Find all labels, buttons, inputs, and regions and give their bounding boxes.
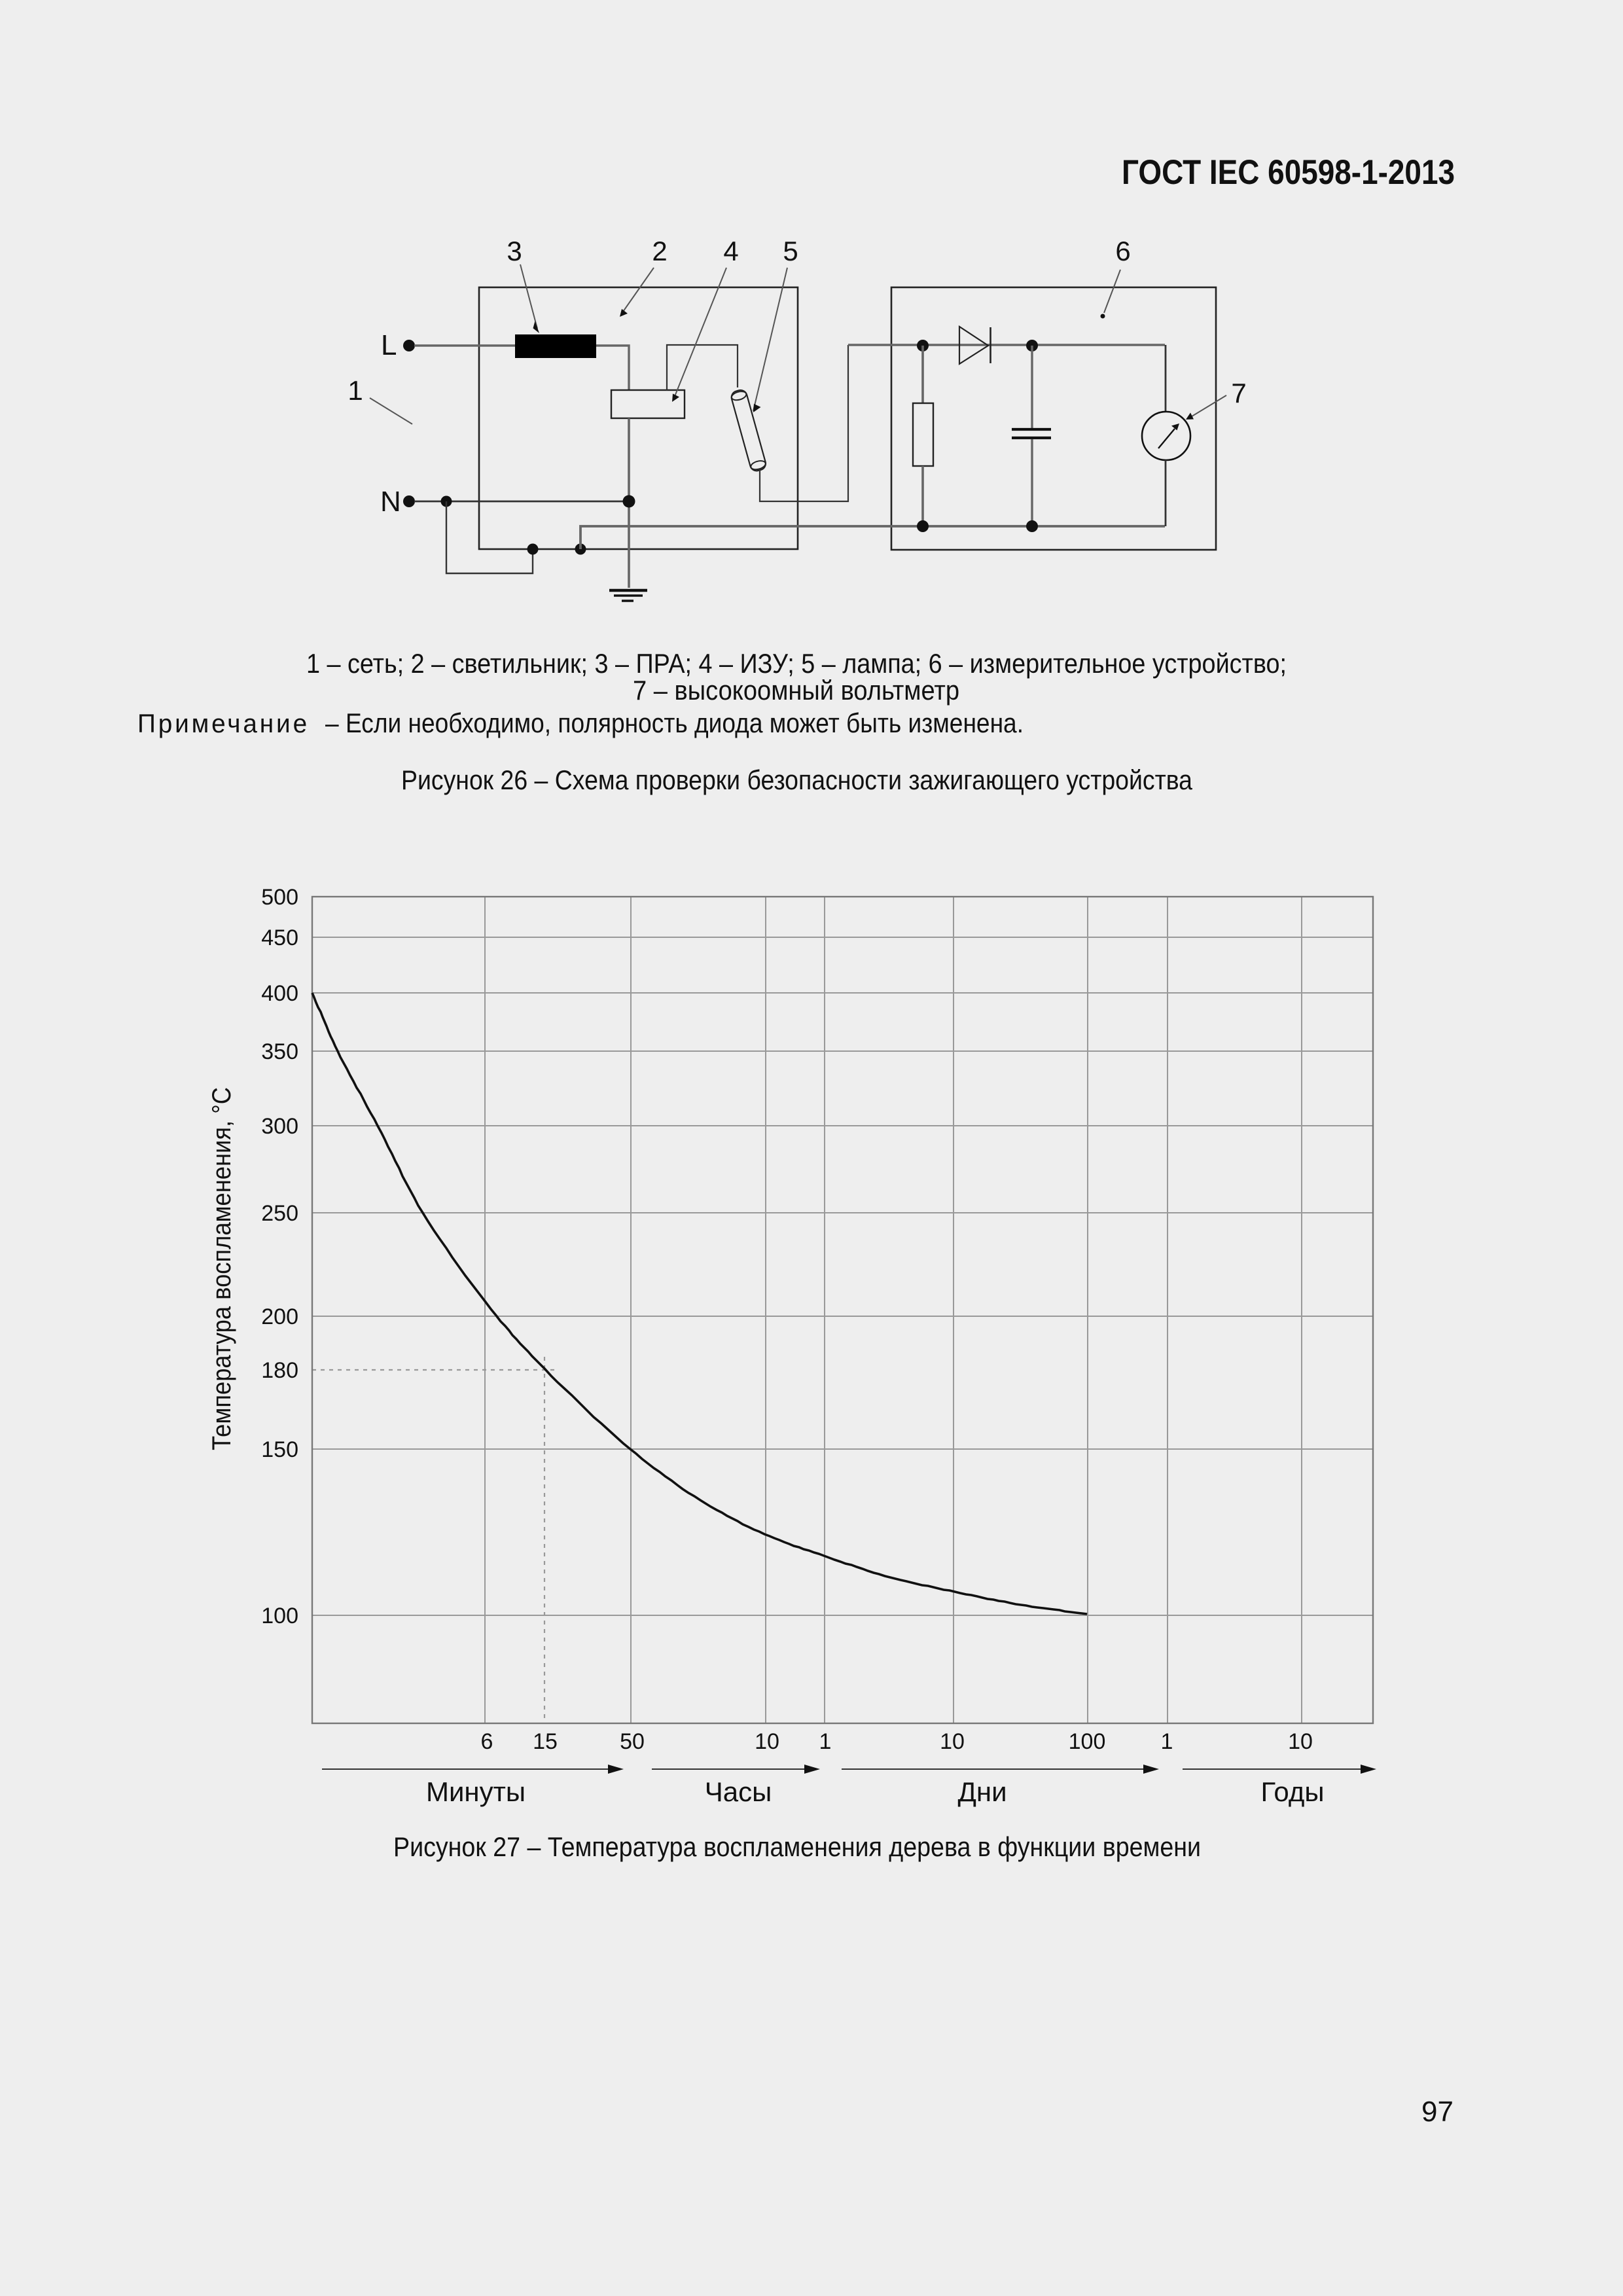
svg-text:97: 97	[1421, 2096, 1454, 2128]
svg-text:N: N	[380, 486, 401, 518]
svg-text:250: 250	[261, 1201, 298, 1226]
svg-text:6: 6	[1115, 236, 1130, 266]
svg-text:7 – высокоомный вольтметр: 7 – высокоомный вольтметр	[633, 675, 959, 706]
svg-text:Примечание: Примечание	[137, 709, 310, 738]
svg-text:300: 300	[261, 1114, 298, 1139]
svg-text:Годы: Годы	[1260, 1776, 1324, 1807]
svg-text:Дни: Дни	[957, 1776, 1007, 1807]
svg-text:1: 1	[819, 1729, 832, 1754]
svg-text:1: 1	[348, 375, 363, 406]
svg-text:10: 10	[755, 1729, 779, 1754]
svg-text:50: 50	[620, 1729, 645, 1754]
svg-text:Температура воспламенения, °С: Температура воспламенения, °С	[207, 1087, 236, 1450]
svg-text:L: L	[381, 329, 397, 361]
svg-text:7: 7	[1231, 378, 1246, 408]
svg-text:15: 15	[533, 1729, 558, 1754]
svg-text:2: 2	[652, 236, 667, 266]
svg-text:Минуты: Минуты	[426, 1776, 526, 1807]
svg-text:1 – сеть; 2 – светильник; 3 –: 1 – сеть; 2 – светильник; 3 – ПРА; 4 – И…	[306, 648, 1287, 679]
svg-text:150: 150	[261, 1437, 298, 1462]
svg-text:4: 4	[723, 236, 738, 266]
svg-text:ГОСТ IEC 60598-1-2013: ГОСТ IEC 60598-1-2013	[1122, 153, 1455, 192]
svg-text:10: 10	[940, 1729, 965, 1754]
svg-text:6: 6	[481, 1729, 493, 1754]
svg-text:400: 400	[261, 981, 298, 1006]
svg-text:10: 10	[1288, 1729, 1313, 1754]
svg-text:450: 450	[261, 925, 298, 950]
svg-text:Часы: Часы	[705, 1776, 772, 1807]
svg-text:350: 350	[261, 1039, 298, 1064]
svg-text:Рисунок 27 – Температура воспл: Рисунок 27 – Температура воспламенения д…	[393, 1831, 1201, 1862]
svg-text:200: 200	[261, 1304, 298, 1329]
svg-text:5: 5	[783, 236, 798, 266]
svg-text:500: 500	[261, 885, 298, 910]
svg-text:Рисунок 26 – Схема проверки бе: Рисунок 26 – Схема проверки безопасности…	[401, 764, 1193, 795]
svg-text:100: 100	[1069, 1729, 1106, 1754]
svg-text:1: 1	[1161, 1729, 1173, 1754]
svg-text:100: 100	[261, 1604, 298, 1628]
svg-text:3: 3	[507, 236, 522, 266]
svg-text:180: 180	[261, 1358, 298, 1383]
svg-text:– Если необходимо, полярность: – Если необходимо, полярность диода може…	[325, 708, 1024, 738]
